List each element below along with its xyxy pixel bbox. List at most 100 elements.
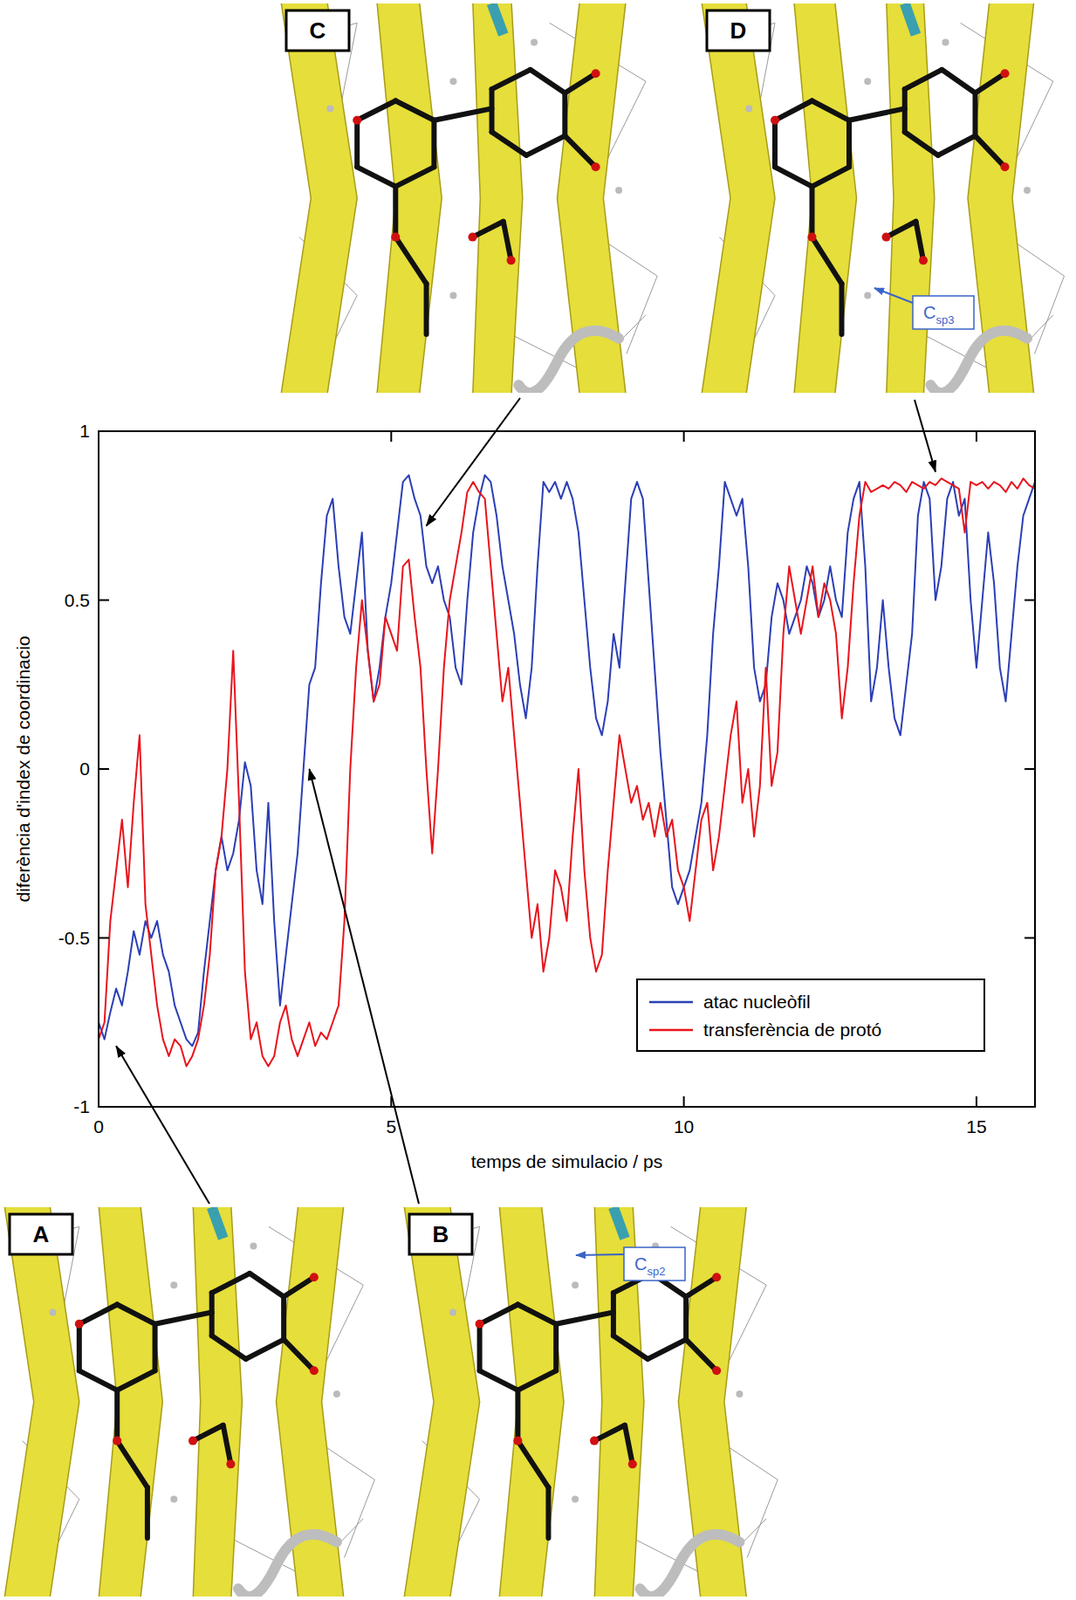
- y-tick: [98, 937, 110, 939]
- callout-arrow: [575, 1254, 624, 1255]
- oxygen: [591, 162, 601, 172]
- y-tick-label: 1: [79, 420, 90, 441]
- x-tick-label: 0: [93, 1116, 104, 1137]
- bond: [564, 136, 596, 168]
- oxygen: [390, 233, 400, 242]
- oxygen: [1000, 68, 1010, 78]
- bond: [283, 1276, 315, 1296]
- ribbon: [403, 1206, 480, 1597]
- bond: [246, 1339, 284, 1359]
- bond: [395, 237, 426, 285]
- y-tick: [98, 430, 110, 432]
- bond: [431, 120, 437, 168]
- coil: [492, 3, 504, 35]
- bond: [280, 1296, 287, 1340]
- hydrogen: [571, 1281, 579, 1289]
- bond: [517, 1304, 556, 1324]
- x-tick: [975, 1096, 978, 1107]
- bond: [683, 1296, 689, 1340]
- y-tick: [98, 1105, 110, 1108]
- bond: [555, 1311, 614, 1323]
- bond: [613, 1335, 648, 1359]
- oxygen: [475, 1319, 485, 1329]
- bond: [192, 1425, 224, 1441]
- panel-label: B: [432, 1220, 450, 1248]
- hydrogen: [170, 1495, 178, 1503]
- bond: [212, 1335, 247, 1359]
- x-tick-label: 5: [385, 1116, 397, 1137]
- panel-label: C: [309, 17, 327, 44]
- x-tick: [97, 1096, 100, 1107]
- legend: atac nucleòfil transferència de protó: [637, 979, 985, 1051]
- series-line: [98, 474, 1035, 1046]
- bond: [114, 1390, 120, 1441]
- bond: [975, 73, 1006, 93]
- panel-content: [403, 1206, 786, 1597]
- coil: [613, 1206, 625, 1239]
- structure-panel: DCsp3: [700, 0, 1072, 401]
- y-tick: [1024, 937, 1035, 939]
- callout-text: Csp2: [634, 1254, 665, 1278]
- bond: [530, 69, 566, 94]
- structure-panel: C: [280, 0, 665, 401]
- callout-main: C: [634, 1254, 647, 1274]
- coil: [904, 3, 917, 35]
- hydrogen: [863, 292, 871, 300]
- panel-content: [280, 3, 665, 393]
- oxygen: [188, 1436, 198, 1446]
- hydrogen: [449, 1308, 457, 1316]
- legend-box: [637, 979, 985, 1051]
- bond: [249, 1273, 284, 1297]
- callout-main: C: [923, 302, 936, 323]
- legend-swatch: [649, 1028, 693, 1032]
- bond: [479, 1304, 519, 1324]
- x-tick-label: 15: [966, 1116, 987, 1137]
- annotation-arrows: [116, 397, 936, 1204]
- callout-box: [912, 295, 974, 329]
- bond: [354, 120, 360, 168]
- x-tick: [97, 431, 100, 442]
- callout-arrow: [874, 287, 913, 303]
- ribbon: [793, 3, 857, 393]
- legend-label: transferència de protó: [703, 1019, 882, 1040]
- coil: [640, 1534, 741, 1597]
- oxygen: [352, 116, 362, 125]
- bond: [624, 1425, 633, 1465]
- bond: [424, 283, 430, 335]
- oxygen: [628, 1459, 638, 1468]
- oxygen: [513, 1436, 522, 1446]
- bond: [904, 69, 943, 90]
- ribbon: [192, 1206, 242, 1597]
- bond: [594, 1425, 625, 1441]
- oxygen: [770, 116, 780, 125]
- hydrogen: [48, 1308, 56, 1316]
- bond: [517, 1440, 549, 1488]
- ribbon: [472, 3, 523, 393]
- bond: [479, 1370, 519, 1390]
- hydrogen: [449, 77, 457, 85]
- bond: [116, 1304, 155, 1324]
- hydrogen: [326, 104, 334, 112]
- x-tick-label: 10: [673, 1116, 694, 1137]
- hydrogen: [170, 1281, 178, 1289]
- bond: [774, 166, 813, 186]
- plot-frame: [98, 431, 1035, 1107]
- hydrogen: [745, 104, 753, 112]
- series-line: [98, 478, 1035, 1066]
- legend-label: atac nucleòfil: [703, 991, 811, 1012]
- coil: [931, 330, 1029, 393]
- bond: [941, 69, 975, 94]
- bond: [283, 1339, 315, 1371]
- y-axis-title: diferència d'index de coordinacio: [13, 635, 34, 902]
- y-tick-label: -1: [73, 1096, 90, 1117]
- bond: [152, 1323, 158, 1371]
- bond: [116, 1440, 148, 1488]
- bond: [472, 221, 504, 238]
- bond: [76, 1323, 83, 1371]
- oxygen: [1000, 162, 1010, 172]
- oxygen: [712, 1365, 721, 1375]
- ribbon: [3, 1206, 80, 1597]
- bond: [144, 1487, 151, 1538]
- hydrogen: [571, 1495, 579, 1503]
- oxygen: [507, 255, 516, 265]
